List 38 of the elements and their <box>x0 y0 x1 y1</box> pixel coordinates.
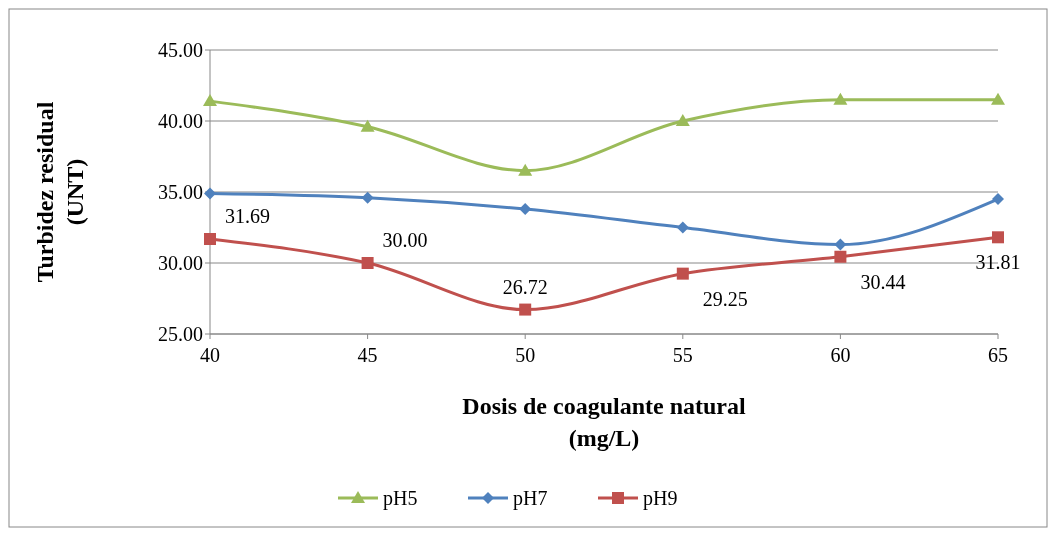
point <box>204 187 216 200</box>
x-tick-label: 45 <box>357 344 378 366</box>
point <box>991 92 1005 105</box>
legend-label: pH5 <box>383 487 418 510</box>
point <box>204 233 216 245</box>
point <box>992 193 1004 206</box>
point <box>361 257 374 269</box>
point <box>676 267 689 280</box>
x-tick-label: 40 <box>200 344 220 366</box>
point <box>834 250 847 263</box>
y-tick-label: 30.00 <box>158 252 203 274</box>
x-tick-label: 50 <box>515 344 536 366</box>
y-axis-title: Turbidez residual (UNT) <box>32 101 88 283</box>
y-tick-label: 45.00 <box>158 39 203 61</box>
y-tick-label: 25.00 <box>158 323 203 345</box>
data-label: 31.81 <box>975 251 1021 274</box>
data-label: 29.25 <box>702 287 748 310</box>
point <box>519 303 532 316</box>
legend-label: pH7 <box>513 487 548 510</box>
x-tick-label: 65 <box>988 344 1008 366</box>
y-tick-label: 40.00 <box>158 110 203 132</box>
x-tick-label: 55 <box>672 344 693 366</box>
data-label: 30.44 <box>860 270 906 293</box>
point <box>675 114 690 126</box>
point <box>834 238 847 251</box>
y-tick-label: 35.00 <box>158 181 203 203</box>
point <box>203 94 217 107</box>
point <box>360 119 375 132</box>
point <box>676 221 689 234</box>
x-axis-title: Dosis de coagulante natural (mg/L) <box>462 393 746 451</box>
data-label: 31.69 <box>225 205 270 227</box>
legend-label: pH9 <box>643 487 678 510</box>
data-label: 26.72 <box>502 275 548 298</box>
point <box>518 163 533 176</box>
data-label: 30.00 <box>382 229 428 251</box>
x-tick-label: 60 <box>830 344 851 366</box>
point <box>992 231 1004 244</box>
point <box>833 92 848 105</box>
